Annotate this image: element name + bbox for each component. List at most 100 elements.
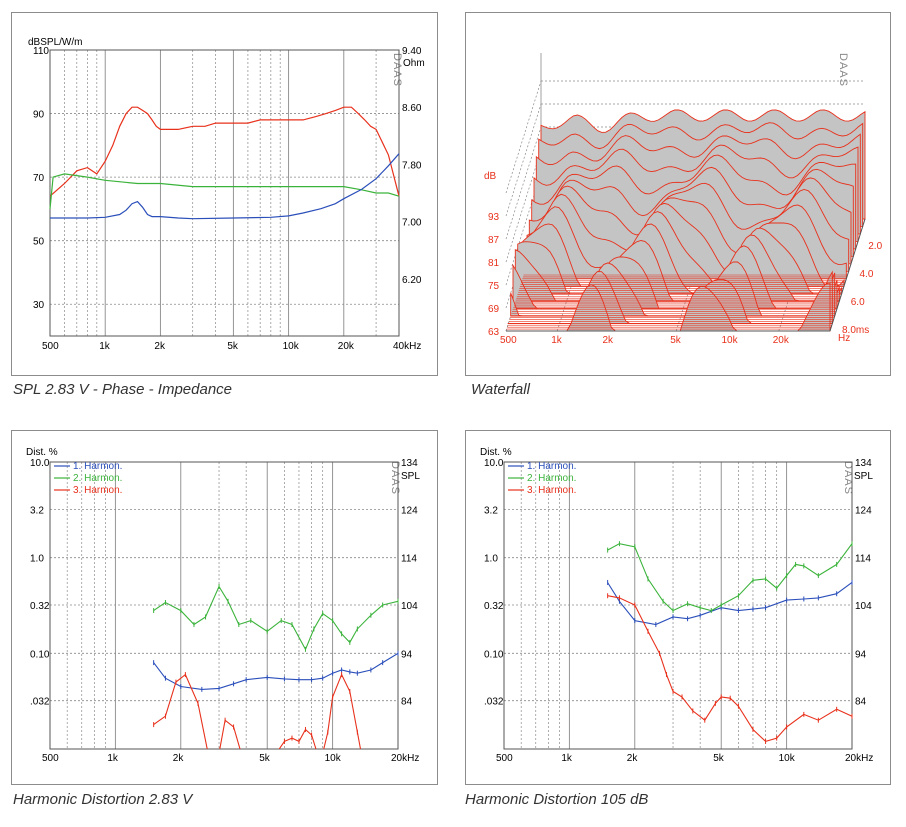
hd1-y-right-tick: 84	[401, 697, 413, 708]
hd1-x-tick: 5k	[259, 753, 271, 764]
spl-x-tick: 500	[42, 341, 59, 352]
hd1-y-right-tick: 134	[401, 458, 418, 469]
hd2-y-left-tick: 10.0	[484, 458, 504, 469]
hd1-y-left-tick: 0.10	[30, 649, 50, 660]
waterfall-x-tick: Hz	[838, 333, 850, 344]
hd2-legend-label: 1. Harmon.	[527, 461, 576, 472]
spl-phase-line	[49, 173, 400, 209]
waterfall-y-tick: 87	[488, 235, 500, 246]
hd1-y-right-tick: 114	[401, 554, 417, 565]
hd2-caption: Harmonic Distortion 105 dB	[465, 791, 649, 808]
hd1-caption: Harmonic Distortion 2.83 V	[13, 791, 193, 808]
hd1-right-unit: SPL	[401, 471, 420, 482]
waterfall-chart: dB DAAS 500 1k 2k 5k 10k 20k Hz 93 87 81 75 69 63 2.0…	[484, 53, 883, 346]
hd2-harmonic-3-line	[607, 595, 852, 743]
spl-panel: dBSPL/W/m Ohm DAAS 500 1k 2k 5k 10k 20k 40kHz 1…	[11, 12, 438, 376]
hd2-panel: Dist. % SPL DAAS 500 1k 2k 5k 10k 20kHz 10.0 3.…	[465, 430, 891, 785]
hd2-legend-label: 2. Harmon.	[527, 473, 576, 484]
spl-y-right-tick: 8.60	[402, 103, 422, 114]
waterfall-x-tick: 2k	[603, 335, 615, 346]
spl-y-right-tick: 9.40	[402, 46, 422, 57]
hd2-y-left-tick: 3.2	[484, 505, 498, 516]
spl-y-left-tick: 70	[33, 173, 45, 184]
hd2-x-tick: 2k	[627, 753, 639, 764]
hd2-y-left-tick: 0.32	[484, 601, 504, 612]
waterfall-y-tick: 63	[488, 327, 500, 338]
hd2-x-tick: 5k	[713, 753, 725, 764]
hd2-x-tick: 20kHz	[845, 753, 873, 764]
spl-response-line	[49, 106, 400, 197]
hd1-y-right-tick: 94	[401, 649, 413, 660]
waterfall-y-tick: 75	[488, 281, 500, 292]
waterfall-brand: DAAS	[837, 53, 849, 87]
hd2-chart: Dist. % SPL DAAS 500 1k 2k 5k 10k 20kHz 10.0 3.…	[480, 447, 873, 764]
hd2-y-right-tick: 124	[855, 505, 872, 516]
hd1-harmonic-2-line	[153, 585, 398, 651]
hd2-plot-frame	[503, 461, 853, 750]
hd2-y-left-tick: 1.0	[484, 554, 498, 565]
hd2-y-right-tick: 134	[855, 458, 872, 469]
hd1-brand: DAAS	[389, 461, 401, 495]
hd1-chart: Dist. % SPL DAAS 500 1k 2k 5k 10k 20kHz 10.0 3.…	[26, 447, 420, 764]
spl-chart: dBSPL/W/m Ohm DAAS 500 1k 2k 5k 10k 20k 40kHz 1…	[28, 37, 425, 352]
waterfall-t-tick: 4.0	[860, 269, 874, 280]
hd2-right-unit: SPL	[854, 471, 873, 482]
spl-y-left-tick: 50	[33, 237, 45, 248]
spl-x-tick: 2k	[154, 341, 166, 352]
hd1-legend-label: 1. Harmon.	[73, 461, 122, 472]
spl-y-right-tick: 6.20	[402, 275, 422, 286]
spl-impedance-line	[50, 153, 400, 220]
waterfall-side-grid	[505, 103, 542, 217]
hd1-y-left-tick: 3.2	[30, 505, 44, 516]
waterfall-y-tick: 69	[488, 304, 500, 315]
hd2-y-right-tick: 94	[855, 649, 867, 660]
hd1-x-tick: 20kHz	[391, 753, 419, 764]
spl-y-right-tick: 7.00	[402, 218, 422, 229]
waterfall-y-tick: 93	[488, 212, 500, 223]
spl-x-tick: 10k	[283, 341, 300, 352]
hd2-brand: DAAS	[842, 461, 854, 495]
hd2-y-right-tick: 84	[855, 697, 867, 708]
hd1-x-tick: 2k	[173, 753, 185, 764]
waterfall-t-tick: 6.0	[851, 297, 865, 308]
hd1-x-tick: 500	[42, 753, 59, 764]
spl-right-unit: Ohm	[403, 58, 425, 69]
hd2-harmonic-2-line	[607, 543, 852, 612]
spl-left-unit: dBSPL/W/m	[28, 37, 82, 48]
spl-plot-frame	[49, 49, 400, 337]
hd2-y-left-tick: .032	[484, 697, 504, 708]
waterfall-side-grid	[505, 126, 542, 240]
spl-x-tick: 20k	[338, 341, 355, 352]
hd2-legend-label: 3. Harmon.	[527, 485, 576, 496]
hd2-x-tick: 10k	[779, 753, 796, 764]
waterfall-x-tick: 5k	[670, 335, 682, 346]
hd1-y-right-tick: 124	[401, 505, 418, 516]
spl-caption: SPL 2.83 V - Phase - Impedance	[13, 381, 233, 398]
waterfall-panel: dB DAAS 500 1k 2k 5k 10k 20k Hz 93 87 81 75 69 63 2.0…	[465, 12, 891, 376]
hd1-harmonic-3-line	[153, 673, 362, 749]
hd1-legend-label: 2. Harmon.	[73, 473, 122, 484]
waterfall-side-grid	[505, 80, 542, 194]
spl-x-tick: 1k	[99, 341, 111, 352]
waterfall-y-tick: 81	[488, 258, 500, 269]
hd1-harmonic-1-line	[153, 652, 398, 690]
waterfall-x-tick: 10k	[721, 335, 738, 346]
hd2-left-unit: Dist. %	[480, 447, 512, 458]
waterfall-x-tick: 500	[500, 335, 517, 346]
spl-y-right-tick: 7.80	[402, 160, 422, 171]
hd1-x-tick: 1k	[107, 753, 119, 764]
hd1-y-left-tick: .032	[30, 697, 50, 708]
waterfall-t-tick: 8.0ms	[842, 325, 869, 336]
waterfall-caption: Waterfall	[471, 381, 530, 398]
spl-y-left-tick: 110	[33, 46, 49, 57]
spl-y-left-tick: 30	[33, 300, 45, 311]
hd1-panel: Dist. % SPL DAAS 500 1k 2k 5k 10k 20kHz 10.0 3.…	[11, 430, 438, 785]
hd2-x-tick: 500	[496, 753, 513, 764]
hd2-y-left-tick: 0.10	[484, 649, 504, 660]
waterfall-t-tick: 2.0	[868, 241, 882, 252]
hd1-x-tick: 10k	[325, 753, 342, 764]
waterfall-x-tick: 1k	[551, 335, 563, 346]
hd1-y-left-tick: 10.0	[30, 458, 50, 469]
waterfall-side-grid	[505, 149, 542, 263]
spl-y-left-tick: 90	[33, 110, 45, 121]
